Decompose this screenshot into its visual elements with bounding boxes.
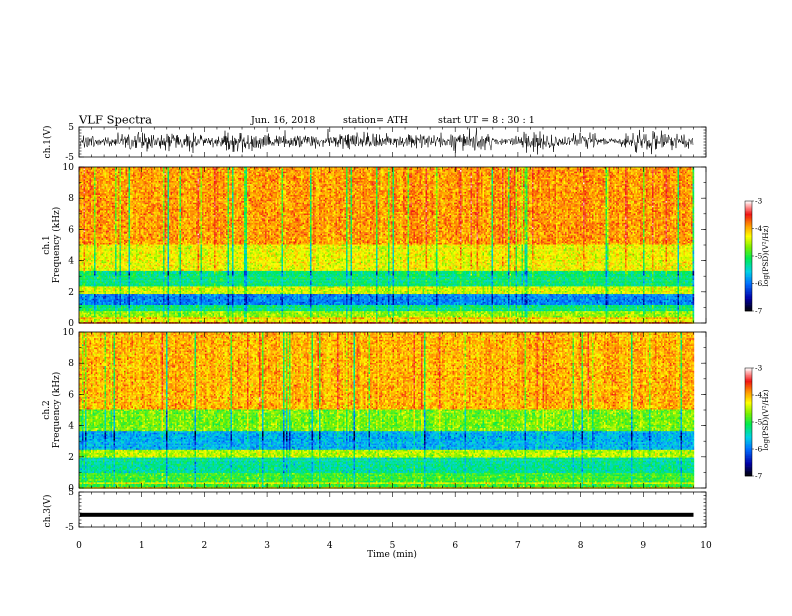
x-tick-label: 1: [139, 541, 145, 551]
x-axis-label: Time (min): [367, 549, 417, 560]
ch3-waveform-ylabel: ch.3(V): [42, 495, 53, 528]
ch3-waveform-trace: [80, 513, 694, 517]
colorbar-tick-label: -3: [755, 364, 763, 373]
y-tick-label: 2: [68, 288, 74, 298]
spectrogram-cells: [79, 167, 694, 324]
colorbar-tick-label: -7: [755, 472, 763, 481]
x-tick-label: 2: [202, 541, 208, 551]
y-tick-label: 2: [68, 453, 74, 463]
ch2-colorbar: -3-4-5-6-7: [745, 364, 763, 481]
ch1-spectrogram-ylabel-frequency: Frequency (kHz): [51, 207, 62, 284]
x-tick-label: 0: [76, 541, 82, 551]
y-tick-label: 4: [68, 257, 74, 267]
y-tick-label: -5: [65, 523, 74, 533]
start-time-label: start UT = 8 : 30 : 1: [438, 115, 535, 126]
ch2-spectrogram-ylabel-frequency: Frequency (kHz): [51, 372, 62, 449]
ch1-colorbar: -3-4-5-6-7: [745, 197, 763, 316]
ch1-waveform-panel: 5 -5: [65, 123, 706, 163]
y-tick-label: 10: [63, 328, 75, 338]
y-tick-label: 6: [68, 225, 74, 235]
ch3-waveform-panel: 5 -5: [65, 488, 706, 533]
x-tick-label: 6: [452, 541, 458, 551]
figure-svg: VLF Spectra Jun. 16, 2018 station= ATH s…: [0, 0, 792, 612]
ch2-colorbar-label: log(PSD)(V²/Hz): [761, 389, 770, 450]
y-tick-label: 8: [68, 359, 74, 369]
station-label: station= ATH: [343, 115, 408, 126]
x-tick-label: 9: [640, 541, 646, 551]
spectrogram-cells: [79, 332, 694, 489]
ch1-waveform-trace: [80, 128, 693, 155]
ch3-waveform-frame: [79, 492, 706, 527]
x-tick-label: 4: [327, 541, 333, 551]
ch1-colorbar-label: log(PSD)(V²/Hz): [761, 225, 770, 286]
date-label: Jun. 16, 2018: [250, 115, 315, 126]
y-tick-label: 10: [63, 163, 75, 173]
ch1-spectrogram-ylabel-channel: ch.1: [42, 235, 52, 254]
x-tick-label: 8: [578, 541, 584, 551]
x-tick-label: 7: [515, 541, 521, 551]
y-tick-label: 4: [68, 422, 74, 432]
figure-title: VLF Spectra: [78, 113, 152, 127]
ch1-waveform-ylabel: ch.1(V): [42, 126, 53, 159]
y-tick-label: 5: [68, 123, 74, 133]
ch2-spectrogram-ylabel-channel: ch.2: [42, 400, 52, 419]
y-tick-label: 5: [68, 488, 74, 498]
colorbar-tick-label: -7: [755, 307, 763, 316]
vlf-spectra-figure: VLF Spectra Jun. 16, 2018 station= ATH s…: [0, 0, 792, 612]
y-tick-label: 6: [68, 390, 74, 400]
y-tick-label: 8: [68, 194, 74, 204]
colorbar-tick-label: -3: [755, 197, 763, 206]
x-tick-label: 3: [264, 541, 270, 551]
x-tick-label: 10: [700, 541, 712, 551]
y-tick-label: -5: [65, 153, 74, 163]
